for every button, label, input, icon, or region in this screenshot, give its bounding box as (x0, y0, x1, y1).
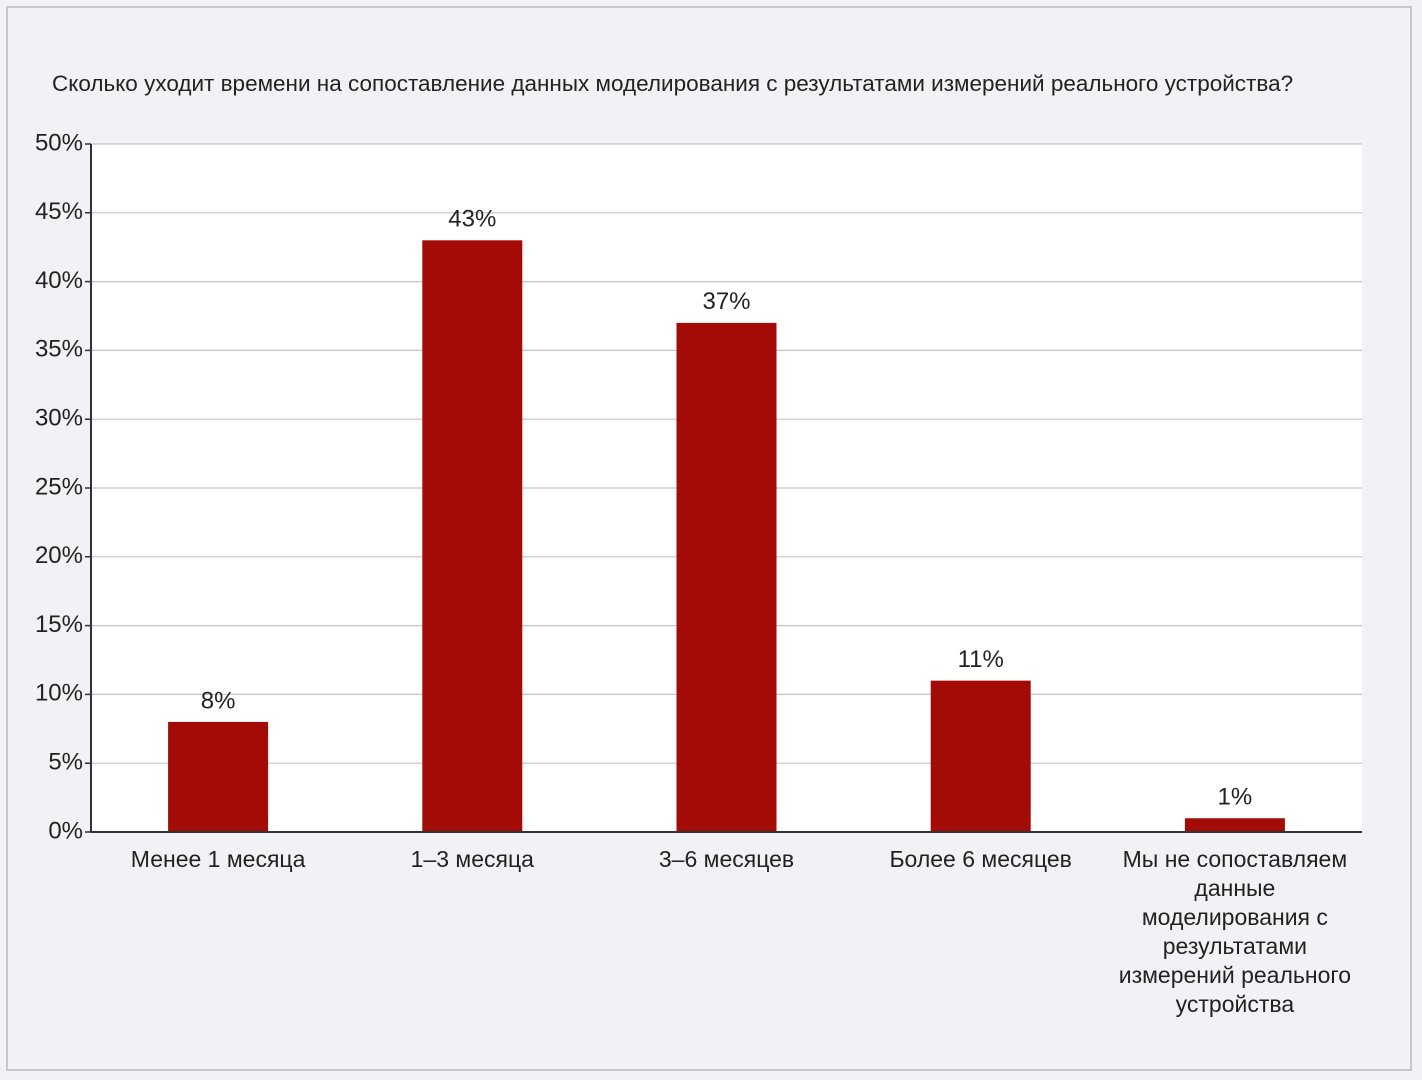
y-tick-label: 25% (35, 473, 83, 500)
x-tick-label: Мы не сопоставляем данные моделирования … (1118, 846, 1352, 1017)
y-tick-label: 0% (48, 817, 83, 844)
y-tick-label: 15% (35, 611, 83, 638)
y-tick-label: 20% (35, 542, 83, 569)
x-tick-label: Менее 1 месяца (130, 846, 306, 872)
bar (422, 240, 523, 832)
bar (930, 680, 1031, 832)
y-tick-label: 35% (35, 336, 83, 363)
y-tick-label: 30% (35, 405, 83, 432)
y-tick-label: 5% (48, 749, 83, 776)
y-tick-label: 45% (35, 198, 83, 225)
data-label: 43% (448, 206, 496, 233)
data-label: 11% (958, 646, 1004, 673)
bar (676, 322, 777, 832)
data-label: 1% (1218, 784, 1253, 811)
data-label: 8% (201, 687, 236, 714)
x-tick-label: 3–6 месяцев (658, 846, 795, 872)
data-label: 37% (702, 288, 750, 315)
x-tick-label: 1–3 месяца (410, 846, 534, 872)
x-tick-label: Более 6 месяцев (889, 846, 1072, 872)
bar (1184, 818, 1285, 832)
bar (168, 721, 269, 832)
y-tick-label: 40% (35, 267, 83, 294)
chart-title: Сколько уходит времени на сопоставление … (52, 71, 1293, 96)
y-tick-label: 50% (35, 129, 83, 156)
y-tick-label: 10% (35, 680, 83, 707)
